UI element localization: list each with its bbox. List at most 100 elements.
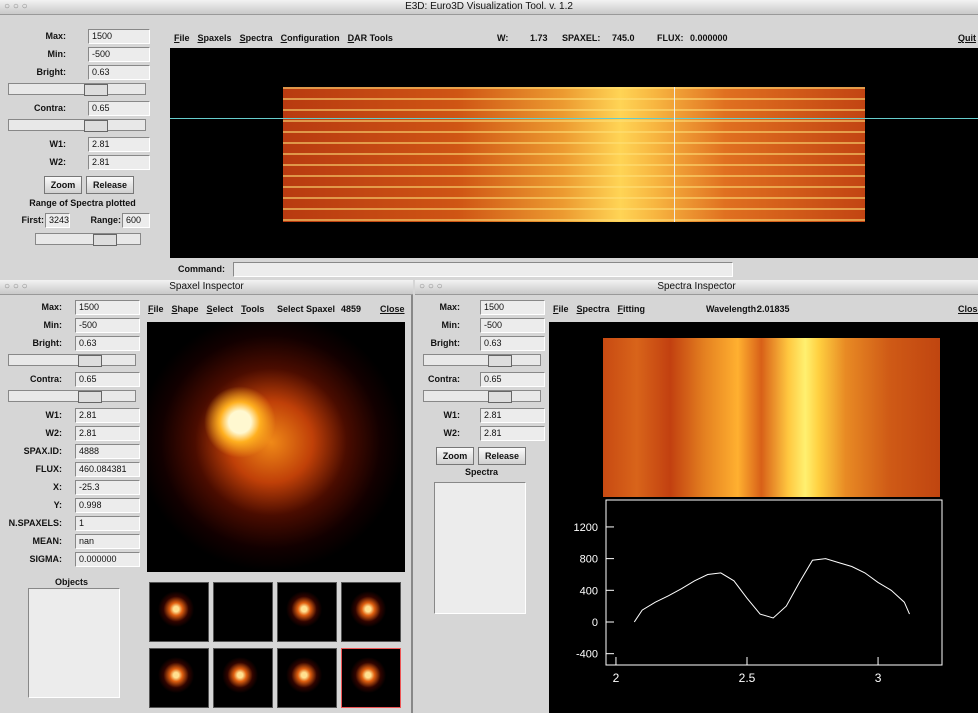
- thumbnail[interactable]: [277, 648, 337, 708]
- menu-item[interactable]: Configuration: [281, 30, 340, 46]
- desktop: E3D: Euro3D Visualization Tool. v. 1.2 Sp…: [0, 0, 978, 713]
- field-label: Max:: [415, 300, 460, 315]
- menu-item[interactable]: Tools: [241, 301, 264, 317]
- close[interactable]: Close: [380, 301, 405, 317]
- field-label: First:: [0, 213, 44, 228]
- cube-strip: [283, 87, 865, 222]
- thumbnail[interactable]: [341, 648, 401, 708]
- field-label: W2:: [0, 155, 66, 170]
- spaxel-image: [147, 322, 405, 572]
- text-field[interactable]: 1500: [75, 300, 140, 315]
- field-label: Max:: [0, 29, 66, 44]
- slider[interactable]: [423, 390, 541, 402]
- text-field[interactable]: 0.65: [480, 372, 545, 387]
- text-field[interactable]: 4888: [75, 444, 140, 459]
- menu-label: Select Spaxel: [277, 301, 335, 317]
- menu-item[interactable]: Shape: [172, 301, 199, 317]
- field-label: Max:: [0, 300, 62, 315]
- spectrum-image: [603, 338, 940, 497]
- text-field[interactable]: -500: [480, 318, 545, 333]
- menu-bar: File Shape Select Tools: [148, 301, 272, 317]
- title-bar: Spaxel Inspector: [0, 280, 413, 295]
- menu-bar: File Spectra Fitting: [553, 301, 653, 317]
- menu-item[interactable]: Fitting: [618, 301, 646, 317]
- status-label: FLUX:: [657, 30, 684, 46]
- text-field[interactable]: 0.65: [75, 372, 140, 387]
- field-label: FLUX:: [0, 462, 62, 477]
- spectra-list[interactable]: [434, 482, 526, 614]
- slider[interactable]: [8, 83, 146, 95]
- title-bar: E3D: Euro3D Visualization Tool. v. 1.2: [0, 0, 978, 15]
- text-field[interactable]: 0.65: [88, 101, 150, 116]
- status-label: SPAXEL:: [562, 30, 600, 46]
- range-title: Range of Spectra plotted: [0, 198, 165, 208]
- field-label: Y:: [0, 498, 62, 513]
- quit[interactable]: Quit: [958, 30, 976, 46]
- text-field[interactable]: 0.000000: [75, 552, 140, 567]
- field-label: Range:: [86, 213, 121, 228]
- button[interactable]: Release: [478, 447, 526, 465]
- button[interactable]: Zoom: [436, 447, 474, 465]
- thumbnail[interactable]: [149, 648, 209, 708]
- text-field[interactable]: 1500: [480, 300, 545, 315]
- list-label: Spectra: [415, 467, 548, 477]
- text-field[interactable]: 0.63: [75, 336, 140, 351]
- object-list[interactable]: [28, 588, 120, 698]
- text-field[interactable]: -500: [75, 318, 140, 333]
- slider[interactable]: [8, 390, 136, 402]
- slider[interactable]: [423, 354, 541, 366]
- cursor-v: [674, 87, 675, 222]
- text-field[interactable]: 1: [75, 516, 140, 531]
- thumbnail[interactable]: [213, 582, 273, 642]
- menu-item[interactable]: Select: [207, 301, 234, 317]
- menu-item[interactable]: DAR Tools: [348, 30, 393, 46]
- field-label: Bright:: [0, 65, 66, 80]
- thumbnail[interactable]: [341, 582, 401, 642]
- menu-item[interactable]: File: [553, 301, 569, 317]
- button[interactable]: Zoom: [44, 176, 82, 194]
- slider[interactable]: [8, 354, 136, 366]
- text-field[interactable]: 2.81: [88, 137, 150, 152]
- button[interactable]: Release: [86, 176, 134, 194]
- text-field[interactable]: 2.81: [480, 408, 545, 423]
- field-label: SPAX.ID:: [0, 444, 62, 459]
- field-label: Min:: [415, 318, 460, 333]
- text-field[interactable]: 0.998: [75, 498, 140, 513]
- objects-label: Objects: [0, 577, 143, 587]
- menu-item[interactable]: File: [148, 301, 164, 317]
- text-field[interactable]: 1500: [88, 29, 150, 44]
- thumbnail[interactable]: [277, 582, 337, 642]
- field-label: Min:: [0, 318, 62, 333]
- status-value: 745.0: [612, 30, 635, 46]
- text-field[interactable]: 3243: [45, 213, 70, 228]
- status-label: W:: [497, 30, 508, 46]
- slider[interactable]: [8, 119, 146, 131]
- cursor-h: [170, 118, 978, 119]
- text-field[interactable]: -500: [88, 47, 150, 62]
- menu-item[interactable]: Spectra: [240, 30, 273, 46]
- menu-label: Wavelength:: [706, 301, 759, 317]
- menu-item[interactable]: Spectra: [577, 301, 610, 317]
- menu-value: 4859: [341, 301, 361, 317]
- text-field[interactable]: 0.63: [480, 336, 545, 351]
- field-label: MEAN:: [0, 534, 62, 549]
- menu-value: 2.01835: [757, 301, 790, 317]
- menu-item[interactable]: File: [174, 30, 190, 46]
- thumbnail[interactable]: [149, 582, 209, 642]
- text-field[interactable]: 2.81: [75, 426, 140, 441]
- command-input[interactable]: [233, 262, 733, 277]
- thumbnail[interactable]: [213, 648, 273, 708]
- text-field[interactable]: 2.81: [75, 408, 140, 423]
- text-field[interactable]: 2.81: [88, 155, 150, 170]
- text-field[interactable]: nan: [75, 534, 140, 549]
- field-label: Contra:: [415, 372, 460, 387]
- field-label: X:: [0, 480, 62, 495]
- text-field[interactable]: 600: [122, 213, 150, 228]
- text-field[interactable]: 2.81: [480, 426, 545, 441]
- menu-item[interactable]: Spaxels: [198, 30, 232, 46]
- slider[interactable]: [35, 233, 141, 245]
- text-field[interactable]: 460.084381: [75, 462, 140, 477]
- close[interactable]: Close: [958, 301, 978, 317]
- text-field[interactable]: -25.3: [75, 480, 140, 495]
- text-field[interactable]: 0.63: [88, 65, 150, 80]
